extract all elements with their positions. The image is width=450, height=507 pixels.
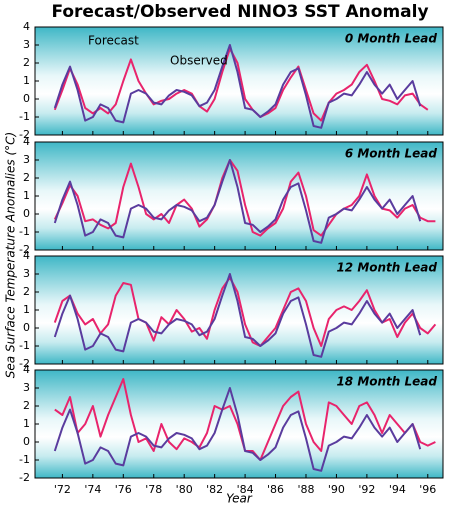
y-tick-label: 3 — [23, 153, 30, 166]
y-tick-label: 2 — [23, 285, 30, 298]
panel-border — [34, 369, 444, 479]
series-line — [53, 276, 437, 347]
y-tick-label: 0 — [23, 207, 30, 220]
panel-label: 18 Month Lead — [336, 375, 437, 389]
x-tick-label: '88 — [297, 483, 314, 496]
y-tick-label: 3 — [23, 381, 30, 394]
x-tick-label: '78 — [145, 483, 162, 496]
x-tick-label: '74 — [84, 483, 101, 496]
y-tick-label: 3 — [23, 267, 30, 280]
y-tick-label: -1 — [19, 339, 30, 352]
y-tick-label: 2 — [23, 399, 30, 412]
x-tick-label: '96 — [419, 483, 436, 496]
series-line — [53, 387, 422, 472]
y-tick-label: -1 — [19, 110, 30, 123]
x-tick-label: '72 — [54, 483, 71, 496]
y-axis-label: Sea Surface Temperature Anomalies (°C) — [4, 132, 18, 378]
panel-border — [34, 26, 444, 136]
y-tick-label: 1 — [23, 189, 30, 202]
y-tick-label: 0 — [23, 92, 30, 105]
y-tick-label: 3 — [23, 38, 30, 51]
panel-border — [34, 255, 444, 365]
series-line — [53, 273, 422, 358]
legend-label: Forecast — [88, 34, 139, 48]
series-line — [53, 159, 422, 244]
y-tick-label: -2 — [19, 243, 30, 256]
y-tick-label: 0 — [23, 435, 30, 448]
y-tick-label: 2 — [23, 171, 30, 184]
series-line — [53, 44, 422, 129]
y-tick-label: -1 — [19, 225, 30, 238]
y-tick-label: 1 — [23, 417, 30, 430]
x-tick-label: '90 — [328, 483, 345, 496]
legend-label: Observed — [170, 54, 228, 68]
panel-label: 6 Month Lead — [345, 147, 438, 161]
y-tick-label: -2 — [19, 357, 30, 370]
y-tick-label: -1 — [19, 453, 30, 466]
x-tick-label: '82 — [206, 483, 223, 496]
x-tick-label: '80 — [176, 483, 193, 496]
x-tick-label: '86 — [267, 483, 284, 496]
y-tick-label: 4 — [23, 20, 30, 33]
x-tick-label: '76 — [115, 483, 132, 496]
y-tick-label: 4 — [23, 135, 30, 148]
x-tick-label: '84 — [237, 483, 254, 496]
series-line — [53, 47, 429, 122]
x-axis-label: Year — [226, 492, 253, 506]
series-line — [53, 159, 436, 237]
y-tick-label: -2 — [19, 128, 30, 141]
chart-title: Forecast/Observed NINO3 SST Anomaly — [51, 2, 428, 22]
y-tick-label: 2 — [23, 56, 30, 69]
y-tick-label: 4 — [23, 363, 30, 376]
y-tick-label: 1 — [23, 74, 30, 87]
y-tick-label: 4 — [23, 249, 30, 262]
x-tick-label: '94 — [389, 483, 406, 496]
y-tick-label: -2 — [19, 471, 30, 484]
panel-border — [34, 141, 444, 251]
y-tick-label: 1 — [23, 303, 30, 316]
y-tick-label: 0 — [23, 321, 30, 334]
panel-label: 12 Month Lead — [336, 261, 437, 275]
x-tick-label: '92 — [358, 483, 375, 496]
panel-label: 0 Month Lead — [345, 32, 438, 46]
